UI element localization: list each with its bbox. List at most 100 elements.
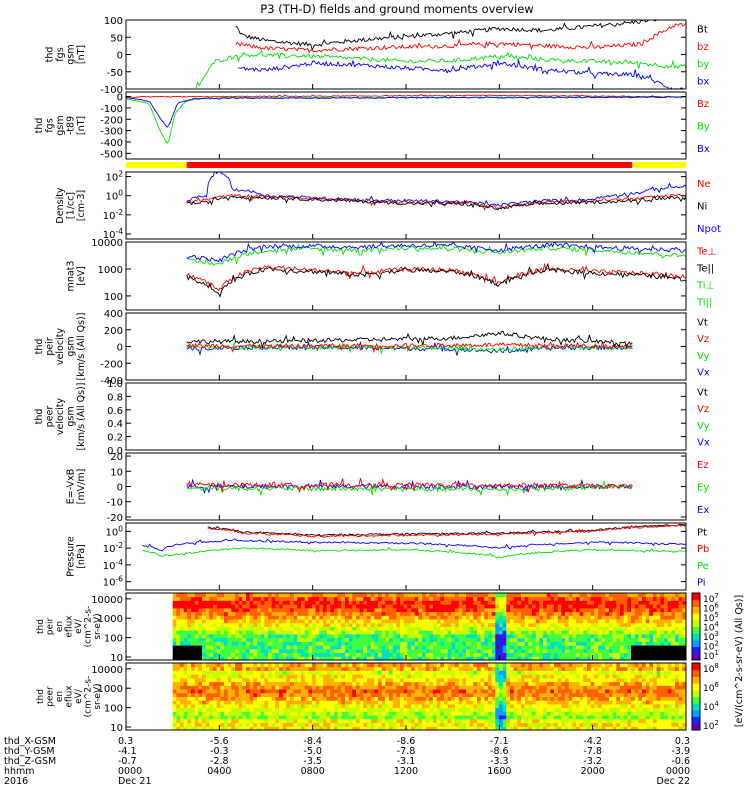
spectrogram-cell xyxy=(524,666,529,671)
spectrogram-cell xyxy=(675,633,680,639)
spectrogram-cell xyxy=(433,641,438,646)
spectrogram-cell xyxy=(583,611,588,616)
spectrogram-cell xyxy=(532,626,537,631)
spectrogram-cell xyxy=(352,593,357,598)
spectrogram-cell xyxy=(275,715,280,720)
spectrogram-cell xyxy=(334,607,339,613)
spectrogram-cell xyxy=(312,626,317,631)
spectrogram-cell xyxy=(264,641,269,646)
spectrogram-cell xyxy=(235,630,240,635)
spectrogram-cell xyxy=(535,619,540,624)
spectrogram-cell xyxy=(187,681,192,686)
spectrogram-cell xyxy=(297,666,302,671)
spectrogram-cell xyxy=(176,685,181,690)
spectrogram-cell xyxy=(455,645,460,650)
spectrogram-cell xyxy=(418,619,423,624)
spectrogram-cell xyxy=(550,637,555,642)
spectrogram-cell xyxy=(554,677,559,683)
spectrogram-cell xyxy=(568,604,573,609)
spectrogram-cell xyxy=(220,707,225,712)
spectrogram-cell xyxy=(407,696,412,701)
spectrogram-cell xyxy=(583,600,588,605)
spectrogram-cell xyxy=(477,615,482,620)
spectrogram-cell xyxy=(510,689,515,694)
spectrogram-cell xyxy=(631,600,636,605)
spectrogram-cell xyxy=(385,674,390,679)
spectrogram-cell xyxy=(304,641,309,646)
spectrogram-cell xyxy=(308,666,313,671)
colorbar-step xyxy=(692,655,700,658)
y-tick-label-density: 10-2 xyxy=(103,208,123,222)
spectrogram-cell xyxy=(279,619,284,624)
spectrogram-cell xyxy=(418,656,423,661)
spectrogram-cell xyxy=(473,685,478,690)
spectrogram-cell xyxy=(297,711,302,716)
spectrogram-cell xyxy=(605,637,610,642)
spectrogram-cell xyxy=(172,656,177,661)
spectrogram-cell xyxy=(620,600,625,605)
spectrogram-cell xyxy=(565,726,570,731)
spectrogram-cell xyxy=(257,641,262,646)
spectrogram-cell xyxy=(205,685,210,690)
spectrogram-cell xyxy=(359,681,364,686)
spectrogram-cell xyxy=(447,715,452,720)
spectrogram-cell xyxy=(389,615,394,620)
spec-y-axis-label-line: eflux xyxy=(65,615,75,638)
spectrogram-cell xyxy=(565,615,570,620)
spectrogram-cell xyxy=(631,645,636,650)
spectrogram-cell xyxy=(356,593,361,598)
spectrogram-cell xyxy=(510,718,515,723)
spectrogram-cell xyxy=(612,593,617,598)
spectrogram-cell xyxy=(616,641,621,646)
spectrogram-cell xyxy=(227,619,232,624)
spectrogram-cell xyxy=(653,645,658,650)
spectrogram-cell xyxy=(447,711,452,716)
colorbar-step xyxy=(692,606,700,609)
spectrogram-cell xyxy=(381,648,386,653)
spectrogram-cell xyxy=(495,596,500,601)
spectrogram-cell xyxy=(587,666,592,671)
spectrogram-cell xyxy=(268,637,273,642)
spectrogram-cell xyxy=(664,626,669,631)
spectrogram-cell xyxy=(348,619,353,624)
spectrogram-cell xyxy=(466,611,471,616)
spectrogram-cell xyxy=(180,666,185,671)
spectrogram-cell xyxy=(246,626,251,631)
spectrogram-cell xyxy=(528,663,533,668)
spectrogram-cell xyxy=(337,600,342,605)
spectrogram-cell xyxy=(271,711,276,716)
spectrogram-cell xyxy=(645,637,650,642)
spectrogram-cell xyxy=(649,645,654,650)
spectrogram-cell xyxy=(543,663,548,668)
spectrogram-cell xyxy=(462,641,467,646)
series-line-peir_velocity-vx xyxy=(186,340,633,356)
spectrogram-cell xyxy=(502,641,507,646)
y-tick-label-fgs_dsgm: -300 xyxy=(100,127,123,138)
spectrogram-cell xyxy=(187,722,192,727)
spectrogram-cell xyxy=(554,696,559,701)
spectrogram-cell xyxy=(202,685,207,690)
spectrogram-cell xyxy=(539,681,544,686)
spectrogram-cell xyxy=(403,685,408,690)
spectrogram-cell xyxy=(484,619,489,624)
spectrogram-cell xyxy=(356,596,361,601)
spectrogram-cell xyxy=(345,656,350,661)
spectrogram-cell xyxy=(521,648,526,653)
spectrogram-cell xyxy=(301,641,306,646)
spectrogram-cell xyxy=(620,648,625,653)
spectrogram-cell xyxy=(473,596,478,601)
spectrogram-cell xyxy=(495,600,500,605)
spectrogram-cell xyxy=(425,689,430,694)
spectrogram-cell xyxy=(308,648,313,653)
spectrogram-cell xyxy=(194,703,199,709)
spectrogram-cell xyxy=(634,596,639,601)
spectrogram-cell xyxy=(473,648,478,653)
spectrogram-cell xyxy=(638,626,643,631)
spectrogram-cell xyxy=(191,670,196,675)
spectrogram-cell xyxy=(422,703,427,709)
spectrogram-cell xyxy=(649,633,654,639)
spectrogram-cell xyxy=(627,619,632,624)
spectrogram-cell xyxy=(675,656,680,661)
spectrogram-cell xyxy=(458,593,463,598)
spectrogram-cell xyxy=(180,692,185,697)
